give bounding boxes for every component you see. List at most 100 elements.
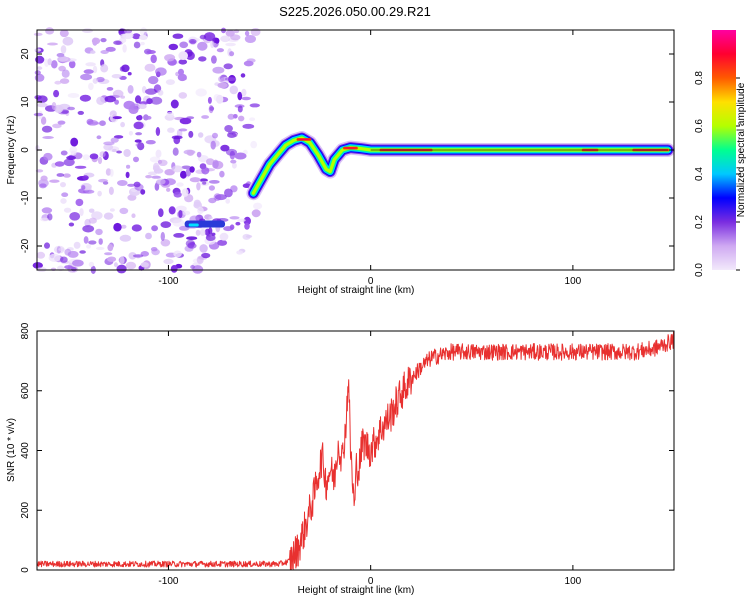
noise-blob: [82, 154, 90, 161]
noise-blob: [160, 239, 171, 247]
noise-blob: [199, 34, 207, 40]
noise-blob: [195, 88, 207, 97]
noise-blob: [171, 165, 183, 173]
noise-blob: [212, 66, 225, 74]
noise-blob: [40, 175, 48, 182]
noise-blob: [180, 170, 187, 179]
noise-blob: [132, 33, 141, 40]
noise-blob: [68, 60, 76, 69]
noise-blob: [135, 95, 142, 104]
noise-blob: [210, 140, 216, 150]
noise-blob: [204, 32, 216, 42]
noise-blob: [160, 221, 172, 229]
noise-blob: [217, 239, 228, 246]
colorbar-ticks: 0.0 0.2 0.4 0.6 0.8: [694, 71, 740, 277]
noise-blob: [54, 80, 62, 85]
noise-blob: [96, 76, 105, 83]
noise-blob: [236, 250, 244, 255]
noise-blob: [242, 123, 255, 129]
noise-blob: [121, 224, 127, 229]
noise-blob: [178, 59, 188, 65]
noise-blob: [100, 50, 109, 54]
noise-blob: [178, 210, 183, 218]
noise-blob: [51, 60, 58, 69]
noise-blob: [90, 50, 96, 54]
noise-blob: [149, 156, 161, 163]
noise-blob: [234, 152, 247, 160]
noise-blob: [224, 77, 237, 81]
noise-blob: [53, 89, 60, 98]
noise-blob: [155, 127, 161, 136]
noise-blob: [125, 171, 130, 179]
noise-blob: [160, 231, 165, 241]
noise-blob: [224, 188, 233, 198]
noise-blob: [64, 265, 73, 270]
noise-blob: [92, 78, 99, 84]
noise-blob: [144, 63, 156, 72]
noise-blob: [106, 87, 114, 91]
noise-blob: [82, 189, 95, 194]
snr-series-line: [36, 331, 675, 571]
noise-blob: [90, 121, 100, 125]
noise-blob: [79, 94, 91, 102]
noise-blob: [88, 261, 95, 268]
noise-blob: [63, 207, 72, 213]
noise-blob: [96, 135, 102, 140]
noise-blob: [199, 229, 206, 236]
noise-blob: [170, 265, 178, 273]
noise-blob: [147, 171, 158, 176]
noise-blob: [103, 143, 114, 151]
noise-blob: [213, 193, 222, 202]
noise-blob: [178, 51, 188, 60]
noise-blob: [249, 117, 256, 121]
noise-blob: [60, 45, 67, 54]
noise-blob: [45, 27, 55, 35]
noise-blob: [170, 99, 179, 109]
noise-blob: [41, 125, 53, 133]
noise-blob: [107, 244, 114, 252]
noise-blob: [151, 225, 159, 232]
x-tick-label: -100: [158, 276, 178, 287]
spectrogram-noise-blobs: [32, 27, 263, 274]
noise-blob: [145, 232, 152, 240]
noise-blob: [86, 244, 92, 249]
noise-blob: [146, 115, 152, 120]
noise-blob: [60, 182, 66, 188]
noise-blob: [47, 58, 52, 66]
noise-blob: [39, 183, 47, 189]
noise-blob: [241, 96, 251, 101]
noise-blob: [79, 250, 86, 254]
noise-blob: [77, 110, 85, 115]
noise-blob: [34, 70, 41, 76]
noise-blob: [179, 41, 189, 49]
noise-blob: [241, 88, 247, 97]
noise-blob: [32, 262, 43, 269]
noise-blob: [186, 149, 195, 156]
noise-blob: [95, 228, 103, 236]
noise-blob: [53, 245, 65, 254]
noise-blob: [140, 262, 149, 268]
noise-blob: [173, 233, 185, 238]
colorbar: 0.0 0.2 0.4 0.6 0.8 Normalized spectral ampl…: [694, 30, 747, 277]
noise-blob: [37, 95, 48, 103]
spectrogram-y-ticks: 20 10 0 -10 -20: [20, 48, 674, 253]
chart-title: S225.2026.050.00.29.R21: [279, 4, 431, 19]
noise-blob: [114, 99, 119, 105]
x-tick-label: 100: [565, 576, 582, 587]
noise-blob: [104, 252, 113, 256]
y-tick-label: -10: [20, 190, 31, 205]
noise-blob: [244, 222, 250, 230]
noise-blob: [244, 30, 250, 36]
noise-blob: [63, 158, 75, 167]
spectrogram-ridge: [246, 131, 675, 201]
noise-streak-core: [188, 223, 199, 227]
noise-blob: [229, 224, 235, 230]
noise-blob: [35, 55, 45, 64]
noise-blob: [175, 205, 187, 212]
noise-blob: [240, 73, 246, 78]
y-tick-label: 400: [20, 442, 31, 459]
y-tick-label: 800: [20, 322, 31, 339]
noise-blob: [155, 149, 162, 158]
noise-blob: [133, 121, 144, 130]
noise-blob: [97, 156, 103, 165]
